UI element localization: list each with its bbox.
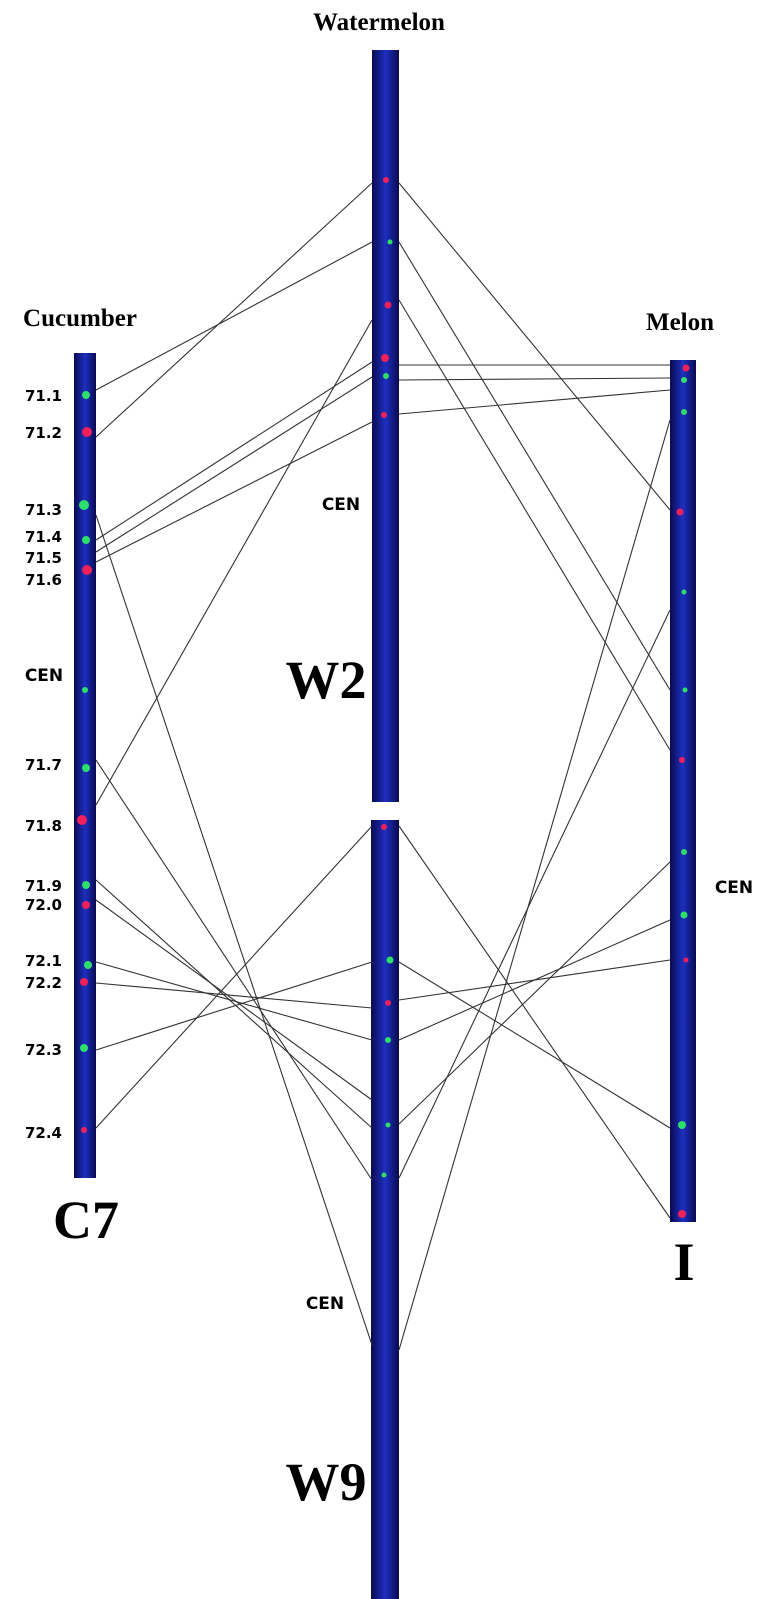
marker-label: 72.2 [25, 974, 62, 992]
marker-label: 71.5 [25, 549, 62, 567]
chromosome-i [670, 360, 696, 1222]
chromosome-name: C7 [53, 1190, 119, 1250]
page: Chromosome comparison {"species": {"wate… [0, 0, 773, 1599]
species-label: Melon [646, 309, 714, 336]
marker-label: 72.1 [25, 952, 62, 970]
species-label: Watermelon [313, 9, 445, 36]
marker-label: 71.9 [25, 877, 62, 895]
marker-label: 72.3 [25, 1041, 62, 1059]
centromere-label: CEN [25, 666, 63, 686]
marker-label: 71.6 [25, 571, 62, 589]
centromere-label: CEN [306, 1294, 344, 1314]
marker-label: 71.2 [25, 424, 62, 442]
chromosome-name: I [673, 1232, 694, 1292]
centromere-label: CEN [322, 495, 360, 515]
marker-label: 72.4 [25, 1124, 62, 1142]
chromosome-name: W2 [286, 650, 367, 710]
chromosome-w2 [372, 50, 399, 802]
marker-labels: 71.1 71.2 71.3 71.4 71.5 71.6 71.7 71.8 71.972.0… [25, 387, 62, 1142]
centromere-label: CEN [715, 878, 753, 898]
chromosome-name: W9 [286, 1452, 367, 1512]
marker-label: 71.3 [25, 501, 62, 519]
marker-label: 71.1 [25, 387, 62, 405]
species-label: Cucumber [23, 305, 137, 332]
chromosome-w9 [371, 820, 399, 1599]
marker-label: 72.0 [25, 896, 62, 914]
marker-label: 71.8 [25, 817, 62, 835]
marker-label: 71.4 [25, 528, 62, 546]
marker-label: 71.7 [25, 756, 62, 774]
body: Watermelon Cucumber Melon C7 W2 W9 I CEN… [0, 0, 773, 1599]
figure: Watermelon Cucumber Melon C7 W2 W9 I CEN… [0, 0, 773, 1599]
